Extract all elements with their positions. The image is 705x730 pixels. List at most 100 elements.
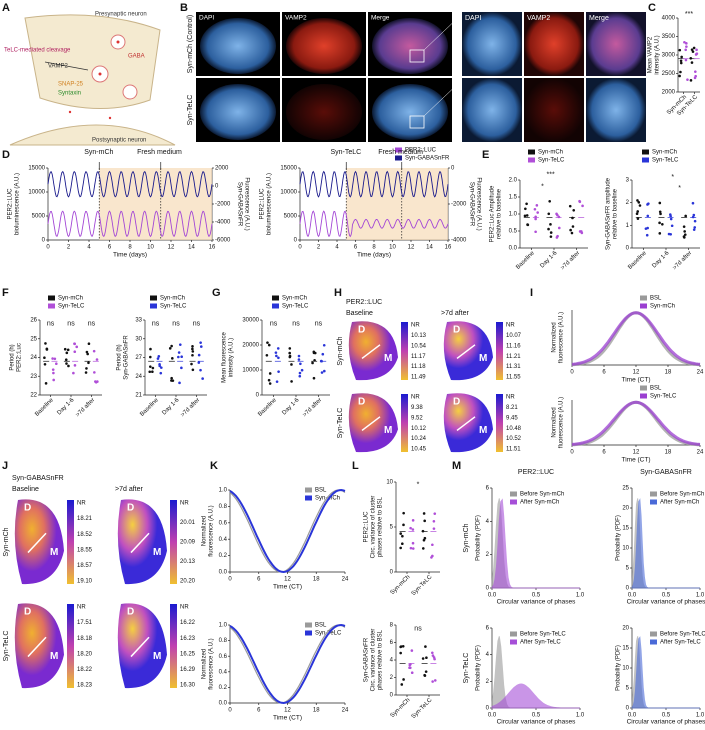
data-point <box>693 226 697 229</box>
y-axis-label: PER2::Luc <box>17 343 23 372</box>
data-point <box>421 529 425 533</box>
x-tick-label: 1.0 <box>696 713 705 719</box>
data-point <box>320 371 324 374</box>
data-point <box>669 214 672 218</box>
arrow <box>44 61 89 71</box>
data-point <box>53 357 57 361</box>
data-point <box>547 212 551 216</box>
data-point <box>201 377 204 380</box>
x-tick-label: 24 <box>342 577 349 583</box>
y-tick-label: 1.0 <box>509 212 518 218</box>
data-point <box>691 50 695 53</box>
legend-label: Syn-mCh <box>652 150 677 156</box>
data-point <box>288 351 291 355</box>
legend-label: After Syn-mCh <box>660 500 699 506</box>
data-point <box>75 345 79 349</box>
column-header: Merge <box>589 15 609 22</box>
x-tick-label: 6 <box>257 577 261 583</box>
colorbar-label: 16.25 <box>180 651 196 657</box>
x-tick-label: >7d after <box>560 250 581 271</box>
arrow <box>130 532 150 554</box>
data-point <box>423 674 427 677</box>
y-tick-label: 27 <box>135 355 142 361</box>
x-axis-label: Time (CT) <box>273 715 302 722</box>
data-point <box>268 372 272 375</box>
schematic-label: Postsynaptic neuron <box>92 138 146 144</box>
legend-swatch <box>650 499 657 505</box>
colorbar-label: 10.13 <box>411 333 427 339</box>
postsynaptic-neuron <box>9 124 176 146</box>
y-axis-label: bioluminescence (A.U.) <box>15 173 21 235</box>
annotation: ns <box>315 321 323 328</box>
data-point <box>523 214 527 218</box>
data-point <box>168 347 172 350</box>
row-label: Syn-mCh (Control) <box>187 15 194 73</box>
y-tick-label: 0.4 <box>219 669 228 675</box>
x-tick-label: 12 <box>168 245 175 251</box>
y-axis-label: PER2::Luc Amplitude <box>490 185 496 242</box>
data-point <box>636 217 640 220</box>
data-point <box>525 214 529 217</box>
legend-label: PER2::LUC <box>405 148 437 154</box>
schematic-label: GABA <box>128 54 145 60</box>
legend-swatch <box>510 491 517 497</box>
y-tick-label: 10 <box>622 546 629 552</box>
legend-swatch <box>650 631 657 637</box>
annotation: * <box>541 184 544 191</box>
colorbar-label: 18.20 <box>77 651 93 657</box>
data-point <box>157 355 161 358</box>
colorbar-label: 11.16 <box>506 343 521 349</box>
data-point <box>686 78 689 81</box>
y-tick-label: 0 <box>42 238 46 244</box>
data-point <box>549 231 553 234</box>
colorbar-label: 10.52 <box>506 436 522 442</box>
y-tick-label: 10000 <box>242 368 259 374</box>
annotation: Fresh medium <box>137 149 182 156</box>
legend-label: Syn-TeLC <box>58 304 85 310</box>
colorbar <box>496 322 503 380</box>
trace <box>571 400 701 446</box>
y-tick-label: 5 <box>626 566 630 572</box>
annotation: ns <box>172 321 180 328</box>
panel-label: A <box>2 2 10 14</box>
annotation: ns <box>47 321 55 328</box>
data-point <box>690 61 694 64</box>
data-point <box>288 354 292 358</box>
y-axis-label: Period (h) <box>10 344 16 370</box>
data-point <box>433 657 436 661</box>
data-point <box>73 364 77 367</box>
zoom-micrograph <box>462 12 522 76</box>
data-point <box>93 371 96 374</box>
data-point <box>300 368 304 372</box>
y-tick-label: 2 <box>626 200 630 206</box>
legend-label: Syn-mCh <box>538 150 563 156</box>
colorbar <box>401 394 408 452</box>
x-tick-label: 6 <box>354 245 358 251</box>
annotation: Syn-mCh <box>84 149 113 156</box>
column-header: >7d after <box>441 310 469 317</box>
data-point <box>424 645 427 648</box>
data-point <box>431 680 434 683</box>
data-point <box>694 53 698 56</box>
arrow <box>361 416 381 432</box>
colorbar-label: 18.18 <box>77 636 93 642</box>
y-axis-label: Mean fluorescence <box>222 331 228 382</box>
trace <box>299 210 449 238</box>
data-point <box>578 199 581 203</box>
y-tick-label: 1.5 <box>509 195 518 201</box>
y2-tick-label: 0 <box>215 184 219 190</box>
row-label: Syn-mCh <box>3 527 10 556</box>
y-tick-label: 10 <box>622 666 629 672</box>
x-tick-label: 0 <box>570 450 574 456</box>
panel-label: G <box>212 287 221 299</box>
column-header: PER2::LUC <box>518 469 554 476</box>
legend-label: Syn-TeLC <box>538 158 565 164</box>
legend-swatch <box>305 622 312 628</box>
legend-label: BSL <box>315 488 327 494</box>
data-point <box>288 347 292 350</box>
data-point <box>402 523 405 527</box>
y2-tick-label: -4000 <box>215 220 231 226</box>
y-tick-label: 0.0 <box>509 246 518 252</box>
zoom-line <box>423 79 463 117</box>
data-point <box>63 347 67 351</box>
